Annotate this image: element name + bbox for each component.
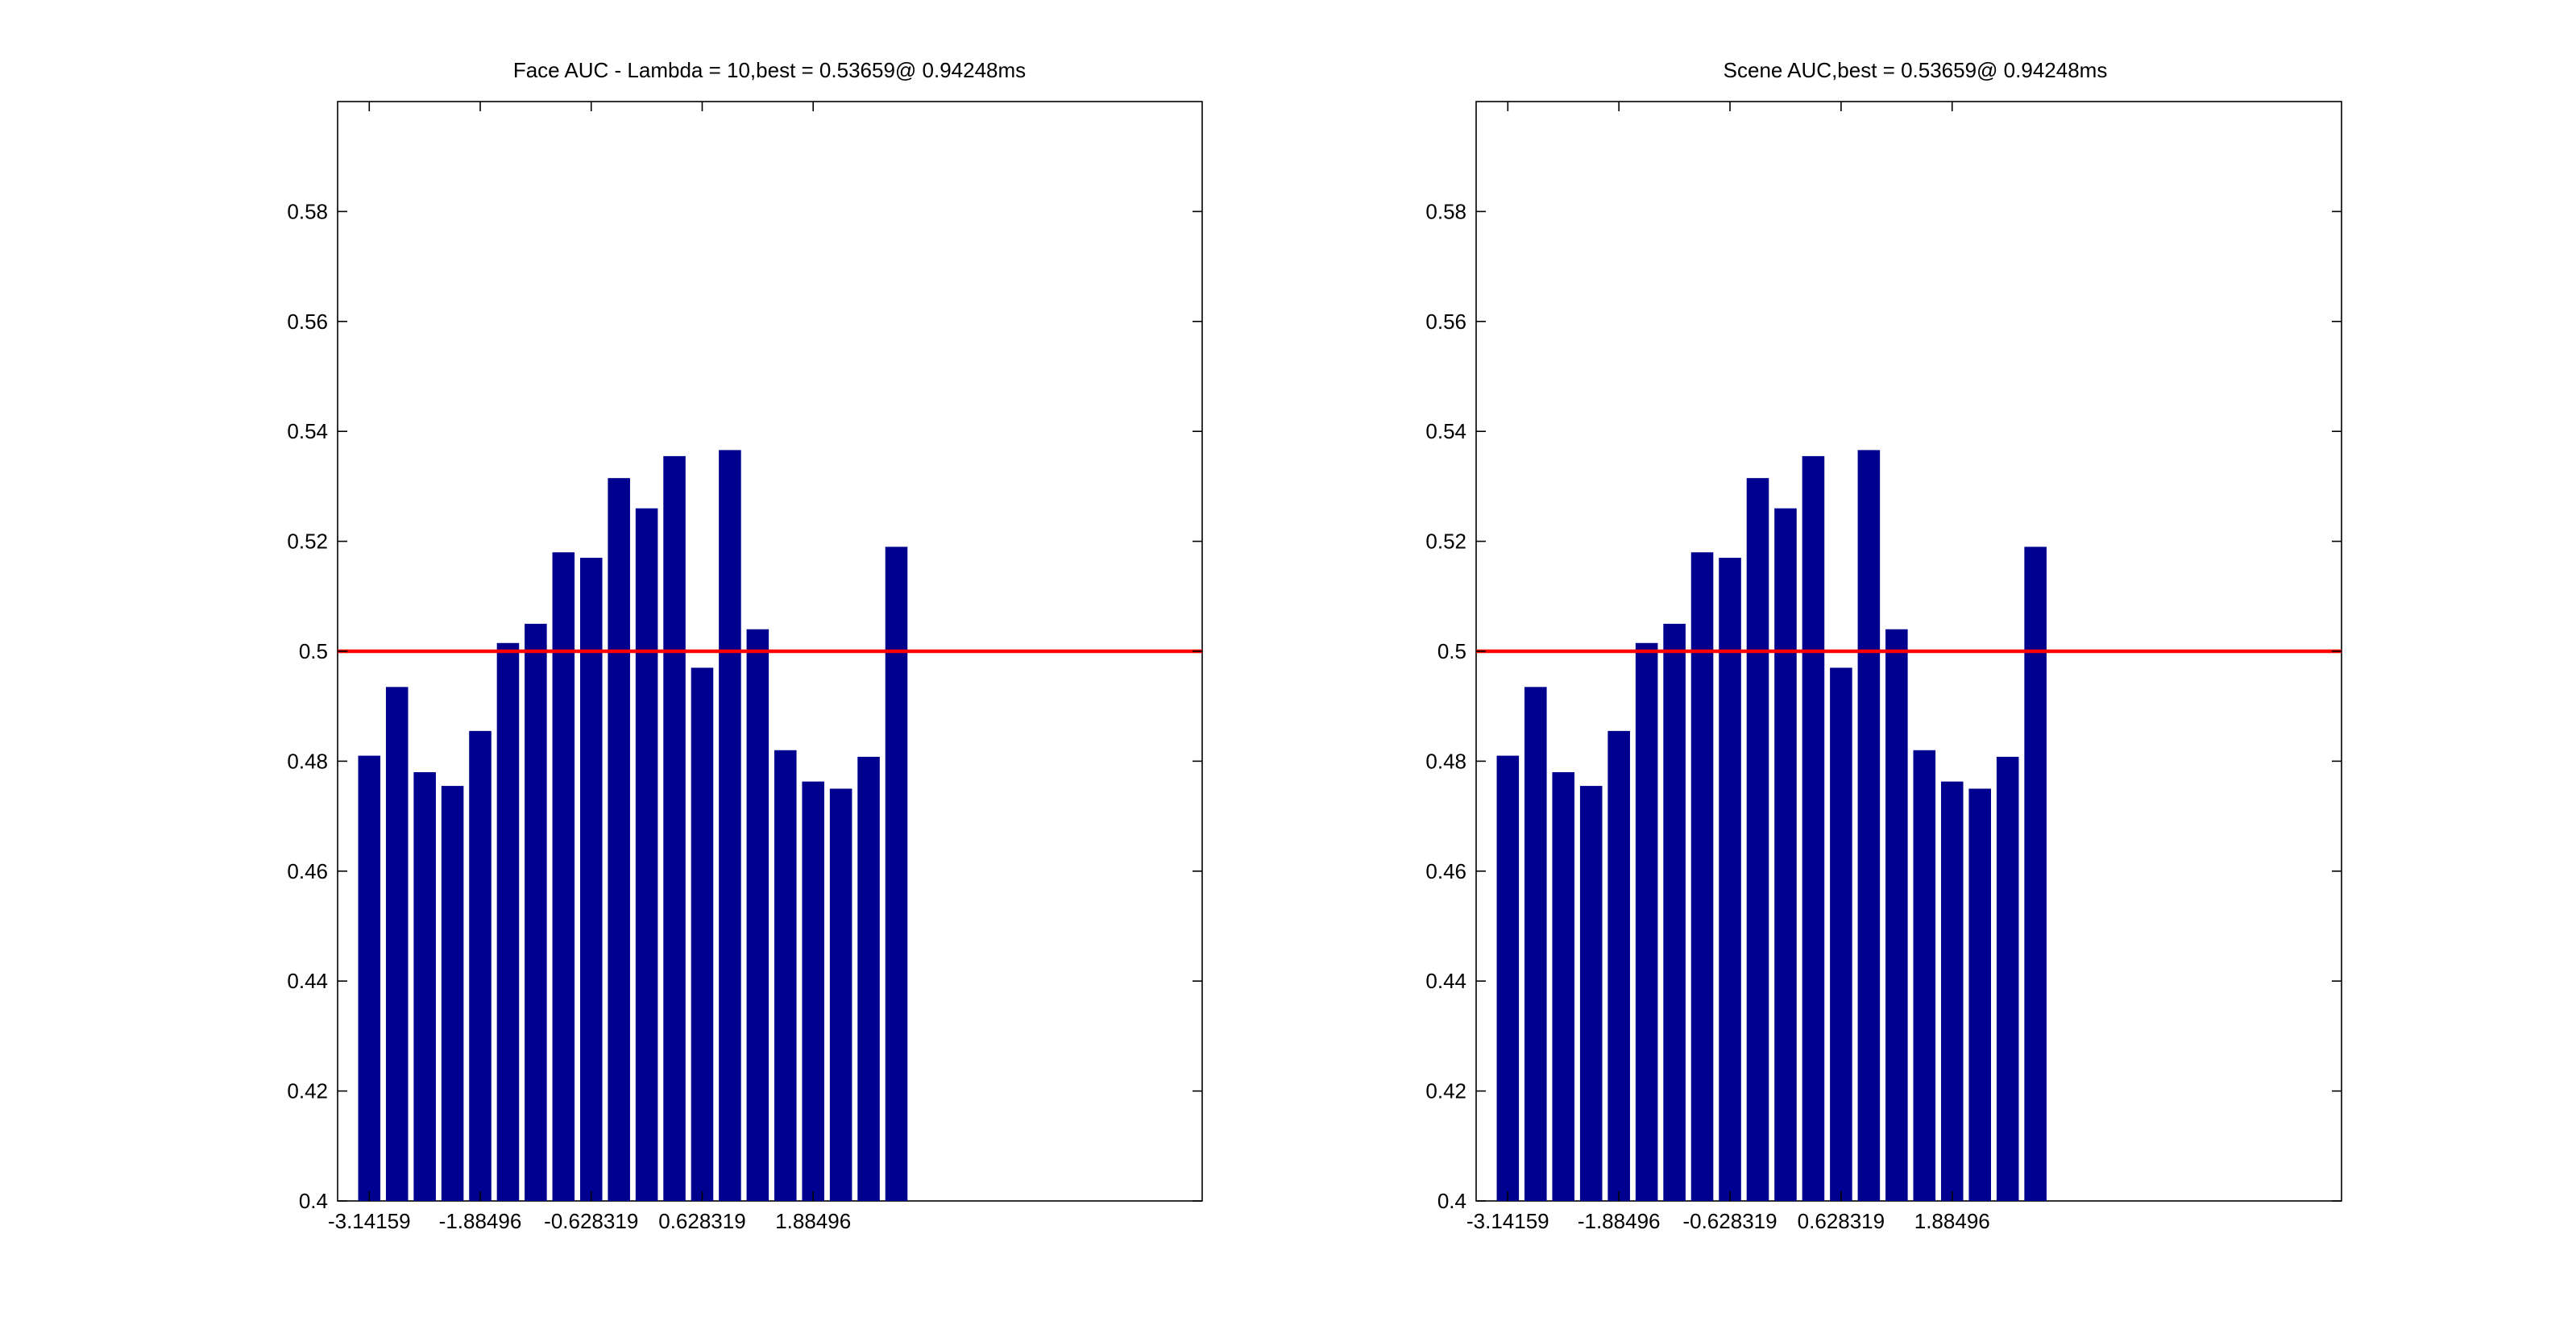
right-bar-12 xyxy=(1830,667,1852,1201)
right-bar-1 xyxy=(1524,687,1547,1201)
right-xtick-label-4: 1.88496 xyxy=(1914,1209,1990,1233)
left-xtick-label-2: -0.628319 xyxy=(544,1209,638,1233)
left-bar-13 xyxy=(719,450,741,1201)
right-bar-9 xyxy=(1746,478,1769,1201)
right-bar-0 xyxy=(1496,755,1520,1201)
left-ytick-label-7: 0.54 xyxy=(287,419,328,443)
left-bar-11 xyxy=(663,455,686,1201)
left-bar-6 xyxy=(525,623,547,1201)
left-xtick-label-3: 0.628319 xyxy=(658,1209,745,1233)
left-bar-18 xyxy=(857,756,880,1201)
left-bar-17 xyxy=(829,788,852,1201)
left-bar-1 xyxy=(385,687,409,1201)
right-bar-3 xyxy=(1579,786,1603,1201)
right-bar-15 xyxy=(1913,750,1936,1201)
left-xtick-label-4: 1.88496 xyxy=(775,1209,851,1233)
right-bar-14 xyxy=(1885,629,1908,1201)
left-bar-8 xyxy=(579,558,603,1201)
right-xtick-label-1: -1.88496 xyxy=(1578,1209,1661,1233)
right-bar-17 xyxy=(1968,788,1991,1201)
left-bar-2 xyxy=(413,772,436,1201)
right-xtick-label-2: -0.628319 xyxy=(1682,1209,1777,1233)
right-ytick-label-0: 0.4 xyxy=(1437,1189,1466,1213)
right-xtick-label-0: -3.14159 xyxy=(1466,1209,1549,1233)
left-bar-19 xyxy=(885,546,908,1201)
right-bar-7 xyxy=(1690,552,1714,1201)
left-chart-plot: 0.4 0.42 0.44 0.46 0.48 0.5 0.52 0.54 0.56 0.58 -3… xyxy=(287,101,1203,1233)
left-chart-title: Face AUC - Lambda = 10,best = 0.53659@ 0… xyxy=(513,58,1026,82)
right-bar-16 xyxy=(1940,781,1964,1201)
left-bar-0 xyxy=(358,755,381,1201)
left-ytick-label-3: 0.46 xyxy=(287,859,328,883)
right-bar-11 xyxy=(1802,455,1825,1201)
right-bar-8 xyxy=(1719,558,1741,1201)
right-ytick-label-6: 0.52 xyxy=(1425,530,1466,554)
left-bar-14 xyxy=(746,629,769,1201)
left-chart-panel: Face AUC - Lambda = 10,best = 0.53659@ 0… xyxy=(287,58,1203,1233)
right-bar-5 xyxy=(1635,642,1658,1201)
right-chart-panel: Scene AUC,best = 0.53659@ 0.94248ms 0.40… xyxy=(1425,58,2342,1233)
left-bar-12 xyxy=(691,667,714,1201)
right-bar-19 xyxy=(2024,546,2047,1201)
right-ytick-label-4: 0.48 xyxy=(1425,749,1466,773)
right-bar-18 xyxy=(1996,756,2019,1201)
left-bar-5 xyxy=(496,642,520,1201)
right-ytick-label-1: 0.42 xyxy=(1425,1079,1466,1103)
left-bar-7 xyxy=(552,552,575,1201)
left-ytick-label-2: 0.44 xyxy=(287,969,328,993)
right-xtick-label-3: 0.628319 xyxy=(1798,1209,1885,1233)
right-chart-title: Scene AUC,best = 0.53659@ 0.94248ms xyxy=(1724,58,2108,82)
left-bar-3 xyxy=(441,786,464,1201)
left-ytick-label-1: 0.42 xyxy=(287,1079,328,1103)
right-ytick-label-3: 0.46 xyxy=(1425,859,1466,883)
right-ytick-label-8: 0.56 xyxy=(1425,310,1466,334)
left-ytick-label-4: 0.48 xyxy=(287,749,328,773)
left-ytick-label-8: 0.56 xyxy=(287,310,328,334)
right-ytick-label-7: 0.54 xyxy=(1425,419,1466,443)
left-ytick-label-5: 0.5 xyxy=(299,639,328,663)
right-bar-13 xyxy=(1857,450,1881,1201)
left-xtick-label-1: -1.88496 xyxy=(439,1209,522,1233)
right-ytick-label-5: 0.5 xyxy=(1437,639,1466,663)
left-ytick-label-9: 0.58 xyxy=(287,199,328,223)
left-bar-10 xyxy=(635,508,658,1201)
left-ytick-label-6: 0.52 xyxy=(287,530,328,554)
right-bar-2 xyxy=(1552,772,1575,1201)
right-bar-10 xyxy=(1774,508,1797,1201)
right-bar-6 xyxy=(1663,623,1686,1201)
left-ytick-label-0: 0.4 xyxy=(299,1189,328,1213)
right-bar-4 xyxy=(1607,730,1630,1201)
right-ytick-label-9: 0.58 xyxy=(1425,199,1466,223)
left-bar-16 xyxy=(802,781,824,1201)
right-ytick-label-2: 0.44 xyxy=(1425,969,1466,993)
left-bar-15 xyxy=(774,750,797,1201)
right-chart-plot: 0.4 0.42 0.44 0.46 0.48 0.5 0.52 0.54 0.56 0.58 -3… xyxy=(1425,101,2342,1233)
left-bar-4 xyxy=(469,730,492,1201)
left-bar-9 xyxy=(608,478,630,1201)
left-xtick-label-0: -3.14159 xyxy=(328,1209,411,1233)
